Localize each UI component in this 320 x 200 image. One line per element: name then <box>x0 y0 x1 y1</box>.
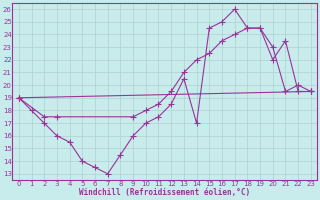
X-axis label: Windchill (Refroidissement éolien,°C): Windchill (Refroidissement éolien,°C) <box>79 188 251 197</box>
